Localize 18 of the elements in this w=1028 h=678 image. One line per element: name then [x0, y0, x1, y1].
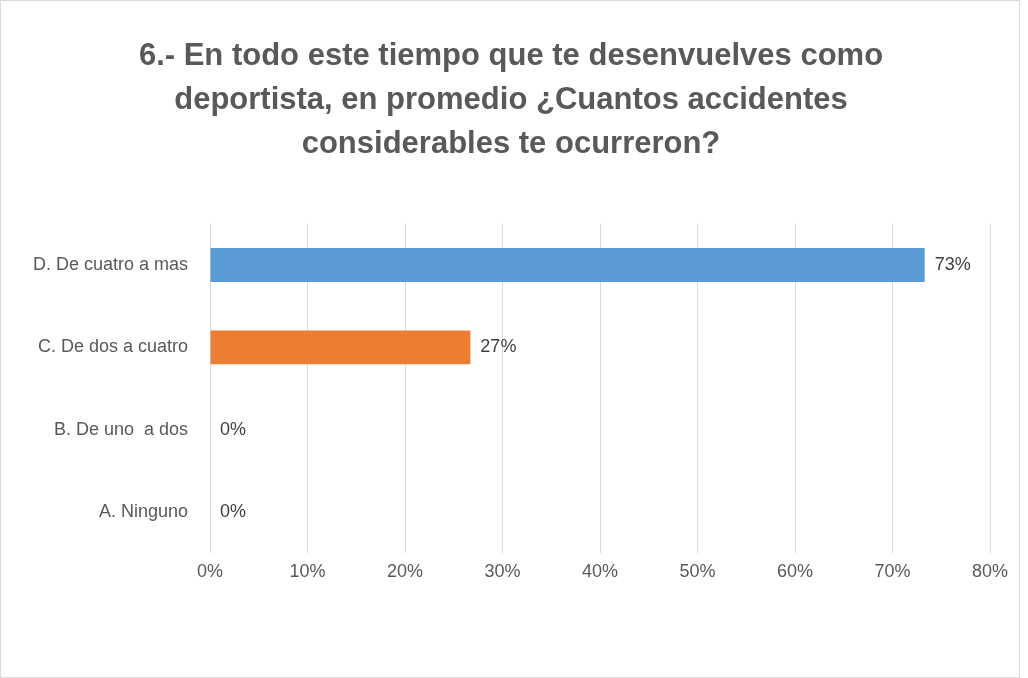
x-tick-label: 80% — [971, 561, 1009, 582]
x-tick-label: 70% — [874, 561, 911, 582]
x-tick-label: 60% — [777, 561, 814, 582]
y-tick-label: B. De uno a dos — [53, 418, 189, 439]
y-tick-label: A. Ninguno — [98, 501, 189, 522]
data-label: 0% — [220, 501, 247, 522]
chart-title: 6.- En todo este tiempo que te desenvuelves como deportista, en promedio ¿Cuantos accidentes considerables te ocurreron? — [137, 36, 885, 162]
x-tick-label: 10% — [289, 561, 326, 582]
y-tick-label: D. De cuatro a mas — [32, 253, 189, 274]
x-tick-label: 40% — [582, 561, 619, 582]
data-label: 27% — [480, 336, 517, 357]
x-tick-label: 50% — [679, 561, 716, 582]
x-tick-label: 30% — [484, 561, 521, 582]
x-tick-label: 20% — [387, 561, 424, 582]
y-tick-label: C. De dos a cuatro — [37, 336, 189, 357]
data-label: 73% — [934, 253, 971, 274]
x-tick-label: 0% — [197, 561, 224, 582]
data-label: 0% — [220, 418, 247, 439]
